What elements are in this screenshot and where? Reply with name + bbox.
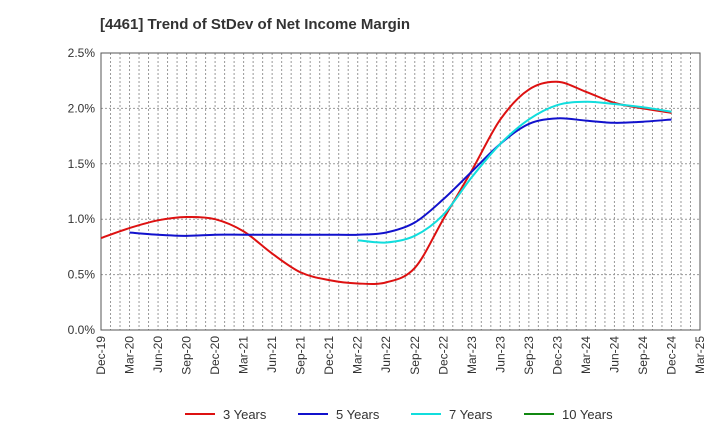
y-tick-label: 1.5%	[68, 157, 96, 171]
legend-label-7-years: 7 Years	[449, 407, 493, 422]
gridlines	[101, 53, 700, 330]
y-tick-label: 0.5%	[68, 268, 96, 282]
x-tick-label: Mar-25	[693, 336, 707, 374]
series-line-3-years	[100, 80, 672, 286]
x-tick-label: Jun-22	[379, 336, 393, 373]
axes: 0.0% 0.5% 1.0% 1.5% 2.0% 2.5% Dec-19 Mar-20 Jun-…	[68, 46, 707, 375]
x-tick-label: Jun-23	[493, 336, 507, 373]
chart-title: [4461] Trend of StDev of Net Income Marg…	[100, 16, 410, 33]
x-tick-label: Mar-24	[579, 336, 593, 374]
legend: 3 Years 5 Years 7 Years 10 Years	[185, 407, 613, 422]
x-tick-label: Jun-21	[265, 336, 279, 373]
series-line-7-years	[357, 100, 672, 244]
x-tick-label: Dec-24	[664, 336, 678, 375]
x-tick-label: Sep-21	[294, 336, 308, 375]
series-line-5-years	[129, 117, 672, 237]
legend-label-10-years: 10 Years	[562, 407, 613, 422]
legend-label-3-years: 3 Years	[223, 407, 267, 422]
y-tick-label: 1.0%	[68, 212, 96, 226]
legend-label-5-years: 5 Years	[336, 407, 380, 422]
x-tick-label: Sep-23	[522, 336, 536, 375]
x-tick-label: Dec-20	[208, 336, 222, 375]
x-tick-label: Sep-22	[408, 336, 422, 375]
x-tick-label: Mar-22	[351, 336, 365, 374]
y-tick-label: 0.0%	[68, 323, 96, 337]
x-tick-label: Mar-20	[123, 336, 137, 374]
x-tick-label: Sep-20	[180, 336, 194, 375]
x-tick-label: Dec-21	[322, 336, 336, 375]
x-tick-label: Mar-21	[237, 336, 251, 374]
x-tick-label: Dec-19	[94, 336, 108, 375]
x-tick-label: Jun-24	[607, 336, 621, 373]
x-tick-label: Jun-20	[151, 336, 165, 373]
x-tick-label: Dec-23	[550, 336, 564, 375]
plot-frame	[100, 52, 701, 331]
y-tick-label: 2.0%	[68, 101, 96, 115]
series-lines	[100, 80, 672, 286]
x-tick-label: Sep-24	[636, 336, 650, 375]
x-tick-label: Mar-23	[465, 336, 479, 374]
x-tick-label: Dec-22	[436, 336, 450, 375]
y-tick-label: 2.5%	[68, 46, 96, 60]
